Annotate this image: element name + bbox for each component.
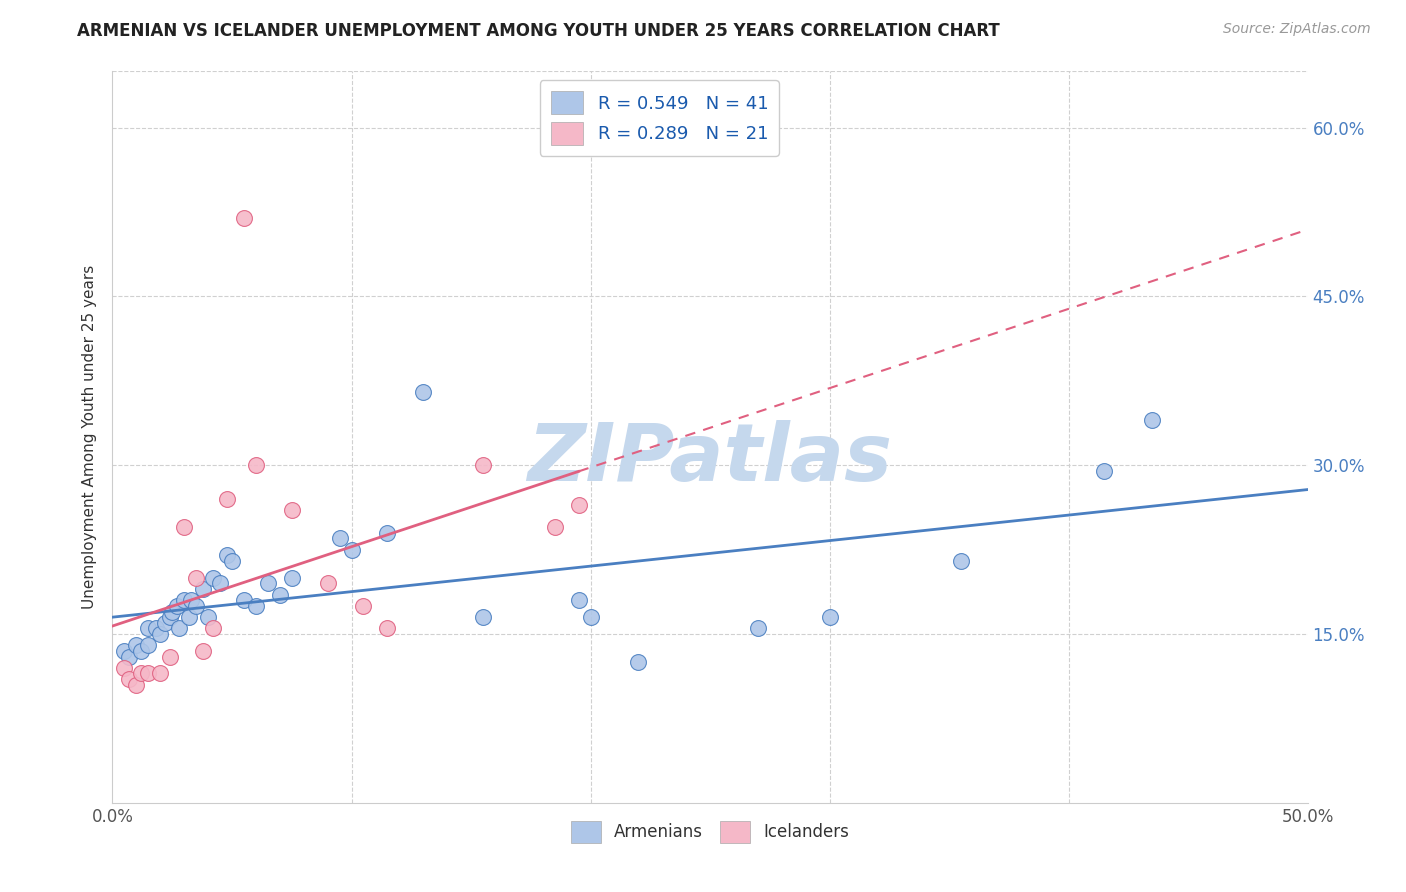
Point bbox=[245, 599, 267, 613]
Point bbox=[173, 593, 195, 607]
Point bbox=[125, 678, 148, 692]
Point bbox=[173, 520, 195, 534]
Point bbox=[149, 627, 172, 641]
Point bbox=[818, 610, 841, 624]
Point bbox=[329, 532, 352, 546]
Point bbox=[579, 610, 602, 624]
Point bbox=[472, 458, 495, 473]
Text: ARMENIAN VS ICELANDER UNEMPLOYMENT AMONG YOUTH UNDER 25 YEARS CORRELATION CHART: ARMENIAN VS ICELANDER UNEMPLOYMENT AMONG… bbox=[77, 22, 1000, 40]
Point bbox=[627, 655, 650, 669]
Point bbox=[153, 615, 176, 630]
Point bbox=[1094, 464, 1116, 478]
Point bbox=[159, 610, 181, 624]
Point bbox=[217, 491, 239, 506]
Point bbox=[568, 593, 591, 607]
Point bbox=[472, 610, 495, 624]
Point bbox=[186, 571, 208, 585]
Point bbox=[340, 542, 363, 557]
Point bbox=[177, 610, 200, 624]
Point bbox=[377, 621, 399, 635]
Point bbox=[114, 661, 135, 675]
Point bbox=[193, 644, 215, 658]
Point bbox=[543, 520, 565, 534]
Legend: Armenians, Icelanders: Armenians, Icelanders bbox=[564, 814, 856, 849]
Point bbox=[118, 649, 141, 664]
Point bbox=[269, 588, 291, 602]
Point bbox=[169, 621, 191, 635]
Point bbox=[197, 610, 219, 624]
Point bbox=[166, 599, 188, 613]
Point bbox=[352, 599, 374, 613]
Point bbox=[193, 582, 215, 596]
Point bbox=[209, 576, 232, 591]
Text: ZIPatlas: ZIPatlas bbox=[527, 420, 893, 498]
Point bbox=[316, 576, 339, 591]
Point bbox=[162, 605, 183, 619]
Point bbox=[145, 621, 167, 635]
Point bbox=[138, 638, 160, 652]
Point bbox=[1142, 413, 1164, 427]
Y-axis label: Unemployment Among Youth under 25 years: Unemployment Among Youth under 25 years bbox=[82, 265, 97, 609]
Point bbox=[377, 525, 399, 540]
Point bbox=[138, 621, 160, 635]
Point bbox=[201, 621, 224, 635]
Point bbox=[245, 458, 267, 473]
Point bbox=[186, 599, 208, 613]
Point bbox=[281, 571, 304, 585]
Point bbox=[950, 554, 973, 568]
Point bbox=[114, 644, 135, 658]
Point bbox=[118, 672, 141, 686]
Point bbox=[201, 571, 224, 585]
Point bbox=[125, 638, 148, 652]
Point bbox=[412, 385, 434, 400]
Point bbox=[221, 554, 243, 568]
Text: Source: ZipAtlas.com: Source: ZipAtlas.com bbox=[1223, 22, 1371, 37]
Point bbox=[129, 666, 152, 681]
Point bbox=[281, 503, 304, 517]
Point bbox=[233, 211, 256, 225]
Point bbox=[257, 576, 280, 591]
Point bbox=[159, 649, 181, 664]
Point bbox=[747, 621, 769, 635]
Point bbox=[138, 666, 160, 681]
Point bbox=[568, 498, 591, 512]
Point bbox=[149, 666, 172, 681]
Point bbox=[233, 593, 256, 607]
Point bbox=[217, 548, 239, 562]
Point bbox=[180, 593, 202, 607]
Point bbox=[129, 644, 152, 658]
